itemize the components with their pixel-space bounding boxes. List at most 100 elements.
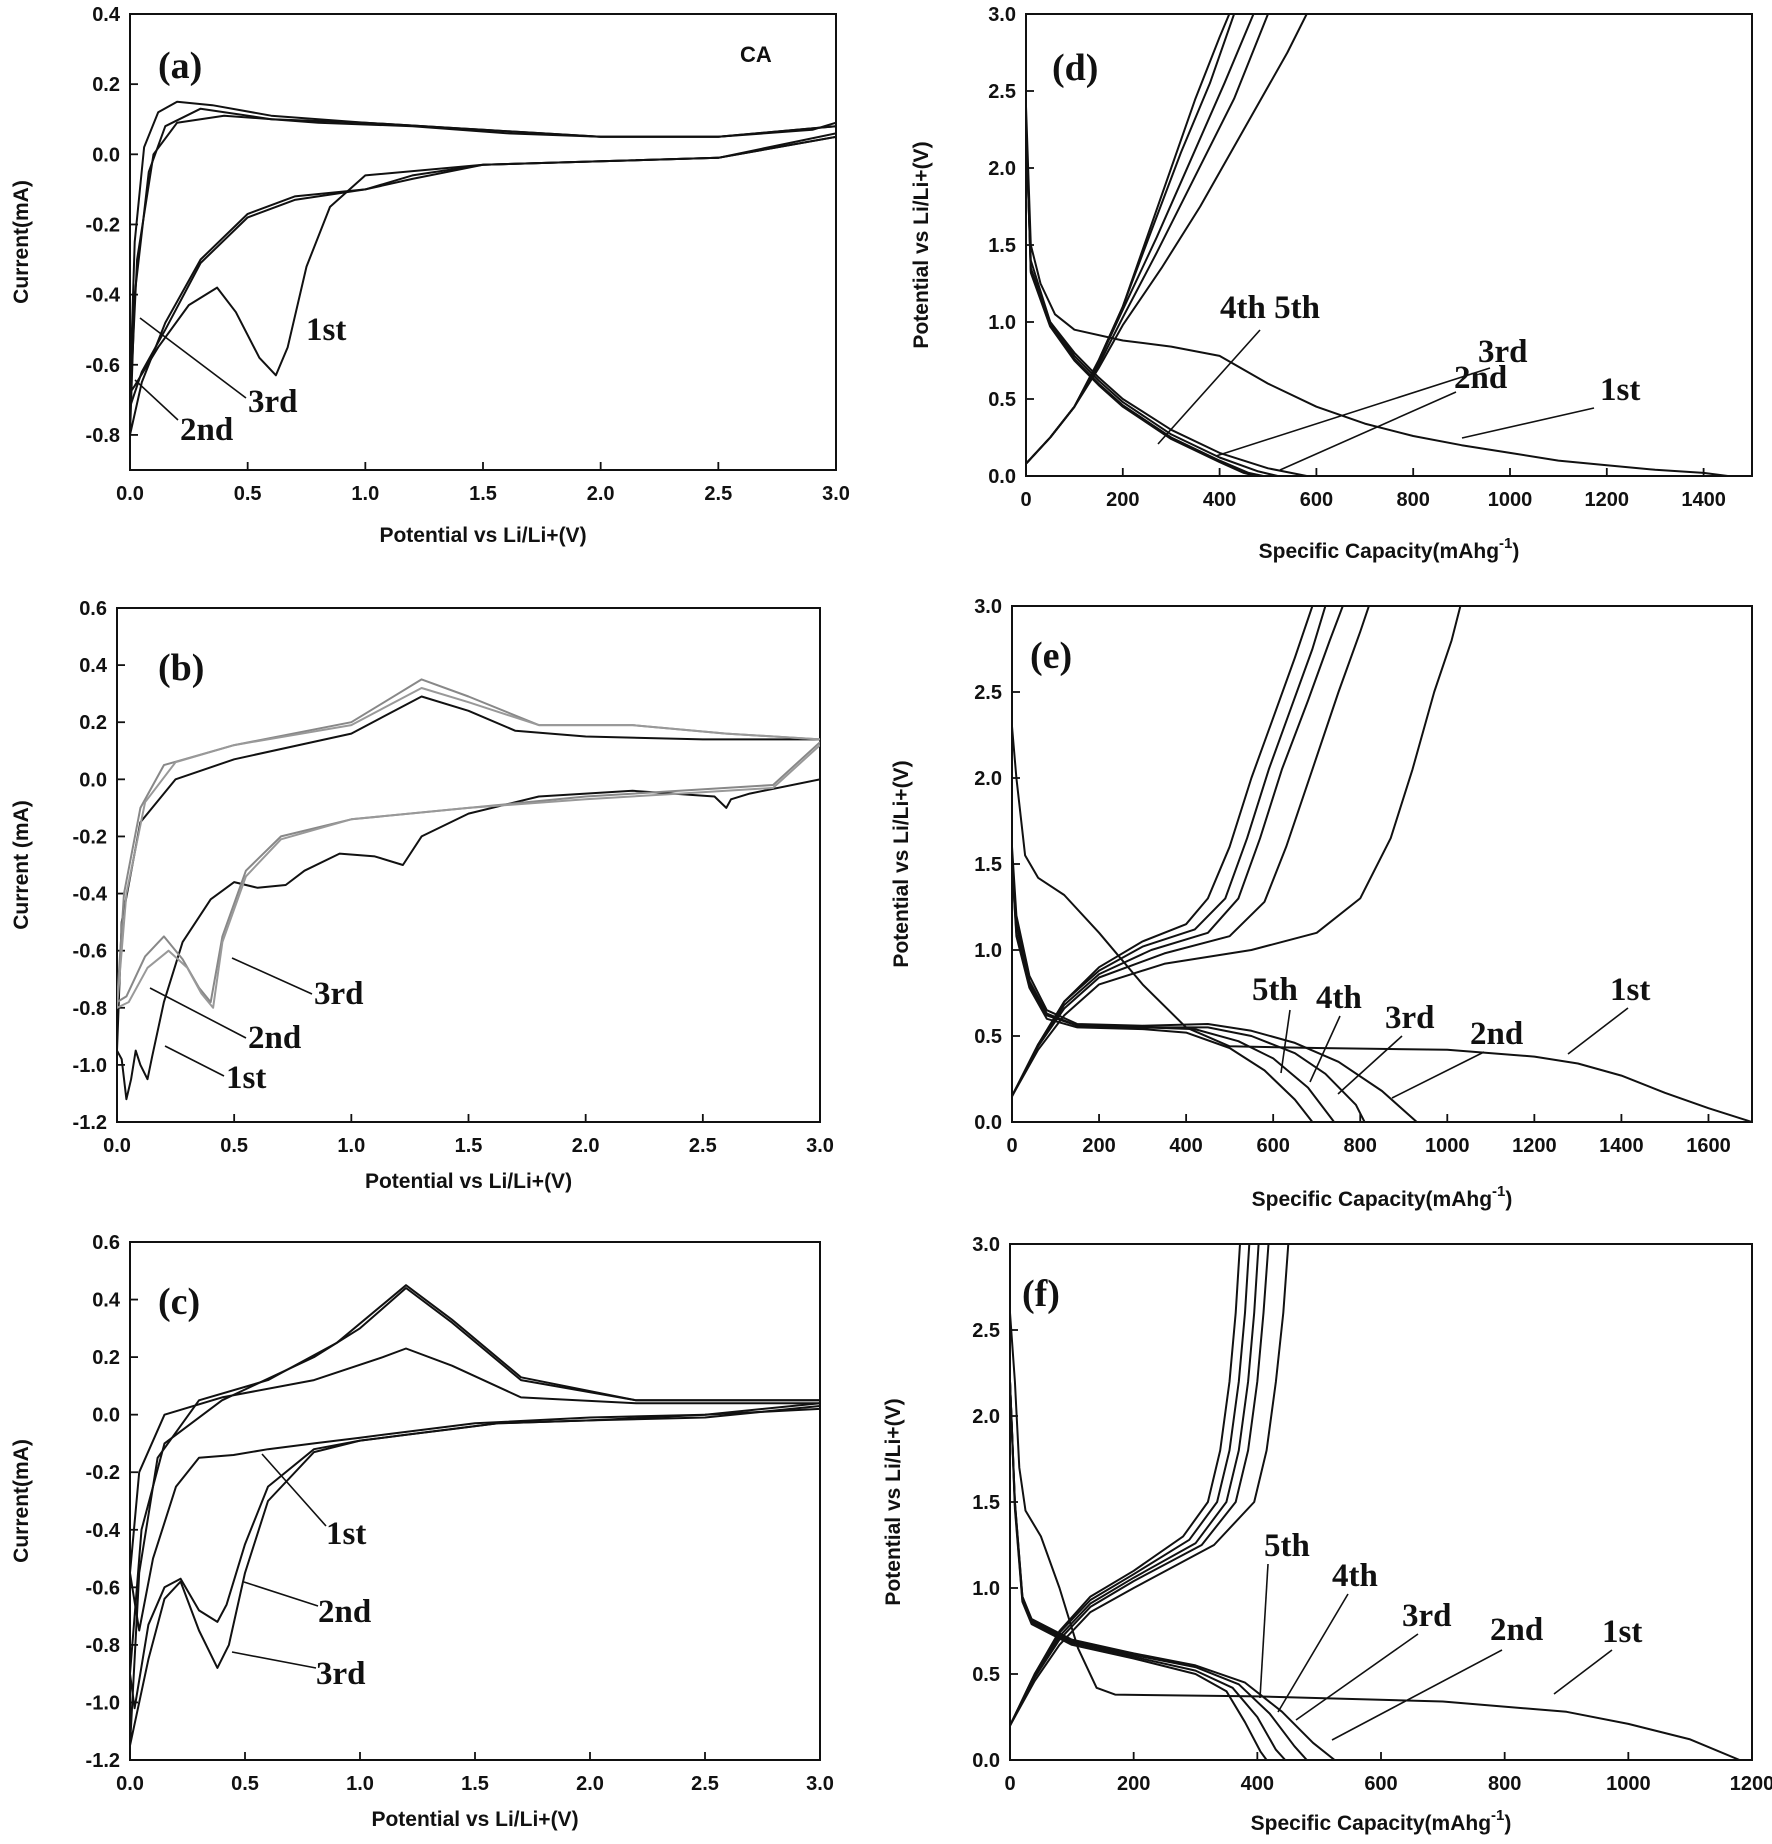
y-tick-label: 0.0	[974, 1112, 1002, 1134]
x-tick-label: 2.0	[587, 483, 615, 505]
x-tick-label: 400	[1169, 1135, 1202, 1157]
y-tick-label: 3.0	[988, 4, 1016, 26]
annotation-label: 2nd	[180, 412, 233, 448]
panel-e: 0 200 400 600 800 1000 1200 1400 1600 0.0 0.5 1.0 1.…	[890, 596, 1753, 1211]
x-tick-label: 600	[1256, 1135, 1289, 1157]
y-tick-label: 0.2	[92, 1347, 120, 1369]
x-tick-label: 2.5	[691, 1773, 719, 1795]
plot-frame	[129, 13, 837, 471]
x-tick-label: 400	[1241, 1773, 1274, 1795]
annotation-label: 3rd	[1385, 1000, 1435, 1036]
x-tick-label: 1.5	[469, 483, 497, 505]
x-tick-label: 200	[1117, 1773, 1150, 1795]
y-tick-label: -0.4	[73, 884, 108, 906]
x-tick-label: 1600	[1686, 1135, 1731, 1157]
annotation-leader-line	[1215, 367, 1491, 457]
y-tick-label: 0.0	[988, 466, 1016, 488]
annotation-leader-line	[243, 1581, 319, 1607]
y-tick-label: -0.6	[86, 355, 120, 377]
plot-frame	[1011, 605, 1753, 1123]
y-tick-label: 1.0	[974, 940, 1002, 962]
x-tick-label: 1.5	[455, 1135, 483, 1157]
annotation-label: 1st	[1602, 1614, 1642, 1650]
annotation-leader-line	[1280, 1009, 1291, 1074]
annotation-label: 2nd	[318, 1594, 371, 1630]
panel-label: (d)	[1052, 47, 1098, 89]
x-axis-label: Specific Capacity(mAhg-1)	[1252, 1183, 1513, 1211]
annotation-label: 1st	[226, 1060, 266, 1096]
x-axis-label-superscript: -1	[1492, 1183, 1505, 1200]
series-line-1st	[117, 695, 820, 1101]
y-tick-label: 0.5	[972, 1664, 1000, 1686]
annotation-leader-line	[1295, 1633, 1419, 1721]
annotation-leader-line	[1461, 407, 1595, 439]
annotation-leader-line	[1277, 1593, 1349, 1713]
x-tick-label: 0.5	[234, 483, 262, 505]
series-line-charge-4	[1010, 1244, 1270, 1727]
y-tick-label: -1.0	[73, 1055, 107, 1077]
annotation-leader-line	[231, 1651, 317, 1669]
annotation-leader-line	[1337, 1035, 1403, 1095]
plot-frame	[1009, 1243, 1753, 1761]
annotation-label: 4th	[1316, 980, 1362, 1016]
plot-frame	[129, 1241, 821, 1761]
x-tick-label: 3.0	[822, 483, 850, 505]
panel-label: (f)	[1022, 1273, 1060, 1315]
x-axis-label-end: )	[1512, 540, 1519, 563]
y-tick-label: 2.5	[974, 682, 1002, 704]
annotation-label: 2nd	[1454, 360, 1507, 396]
x-tick-label: 0.5	[231, 1773, 259, 1795]
x-tick-label: 1200	[1585, 489, 1630, 511]
y-tick-label: -0.8	[86, 1635, 120, 1657]
x-tick-label: 1200	[1730, 1773, 1772, 1795]
series-line-3rd	[1010, 1380, 1308, 1760]
plot-frame	[116, 607, 821, 1123]
series-line-1st	[1010, 1311, 1741, 1760]
series-line-3rd	[130, 1284, 820, 1747]
y-tick-label: 2.0	[972, 1406, 1000, 1428]
annotation-leader-line	[1157, 329, 1261, 445]
y-tick-label: 0.0	[972, 1750, 1000, 1772]
y-tick-label: 0.4	[92, 1290, 121, 1312]
y-axis-label: Current(mA)	[10, 1439, 33, 1563]
annotation-leader-line	[1567, 1007, 1629, 1055]
x-axis-label: Specific Capacity(mAhg-1)	[1251, 1807, 1512, 1835]
y-tick-label: -0.2	[86, 214, 120, 236]
annotation-label: 3rd	[248, 384, 298, 420]
x-axis-label-end: )	[1505, 1188, 1512, 1211]
y-tick-label: 0.0	[79, 769, 107, 791]
x-tick-label: 800	[1397, 489, 1430, 511]
y-tick-label: 0.2	[92, 74, 120, 96]
y-tick-label: 1.5	[988, 235, 1016, 257]
annotation-label: 4th	[1332, 1558, 1378, 1594]
x-axis-label-end: )	[1504, 1812, 1511, 1835]
x-axis-label: Potential vs Li/Li+(V)	[379, 524, 586, 547]
x-tick-label: 3.0	[806, 1773, 834, 1795]
x-axis-label-superscript: -1	[1499, 535, 1512, 552]
series-line-charge-5	[1026, 14, 1308, 465]
y-tick-label: 2.5	[972, 1320, 1000, 1342]
y-tick-label: 1.0	[988, 312, 1016, 334]
x-tick-label: 1.0	[351, 483, 379, 505]
annotation-leader-line	[1331, 1649, 1503, 1741]
series-line-3rd	[1026, 120, 1279, 476]
series-line-3rd	[130, 114, 836, 408]
x-tick-label: 600	[1300, 489, 1333, 511]
x-tick-label: 0.0	[116, 483, 144, 505]
annotation-label: 1st	[1600, 372, 1640, 408]
x-tick-label: 0	[1020, 489, 1031, 511]
y-tick-label: 0.4	[79, 655, 108, 677]
series-line-1st	[1026, 105, 1729, 476]
x-tick-label: 800	[1488, 1773, 1521, 1795]
annotation-leader-line	[1553, 1649, 1613, 1695]
y-tick-label: 0.6	[92, 1232, 120, 1254]
y-axis-label: Current(mA)	[10, 180, 33, 304]
annotation-label: 3rd	[314, 976, 364, 1012]
y-tick-label: 0.5	[988, 389, 1016, 411]
x-tick-label: 1.0	[346, 1773, 374, 1795]
x-tick-label: 600	[1364, 1773, 1397, 1795]
y-axis-label: Potential vs Li/Li+(V)	[890, 760, 913, 967]
y-tick-label: -0.6	[73, 941, 107, 963]
y-tick-label: -1.2	[73, 1112, 107, 1134]
